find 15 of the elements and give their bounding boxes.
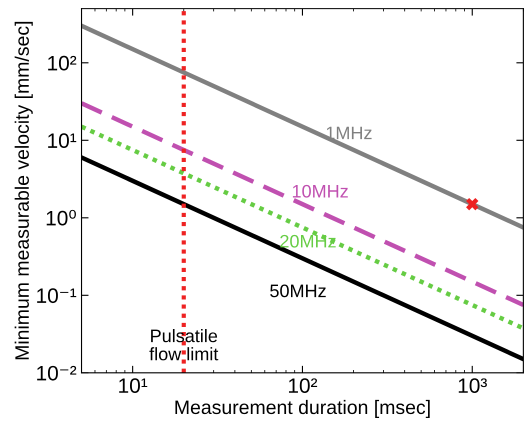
y-tick-label: 10⁻¹ [37,288,76,304]
series-label: 50MHz [270,284,326,298]
y-axis-title: Minimum measurable velocity [mm/sec] [14,22,33,360]
y-tick-label: 10² [48,56,76,71]
x-axis-title: Measurement duration [msec] [175,400,430,418]
y-tick-label: 10⁰ [46,210,76,226]
ref-line-label: Pulsatile flow limit [149,329,218,360]
series-label: 1MHz [326,126,372,140]
series-label: 20MHz [280,234,336,248]
y-tick-label: 10⁻² [37,366,76,381]
y-tick-label: 10¹ [48,133,76,148]
series-label: 10MHz [292,184,348,198]
x-tick-label: 10³ [458,378,487,393]
x-tick-label: 10¹ [119,378,148,393]
x-tick-label: 10² [288,378,318,393]
